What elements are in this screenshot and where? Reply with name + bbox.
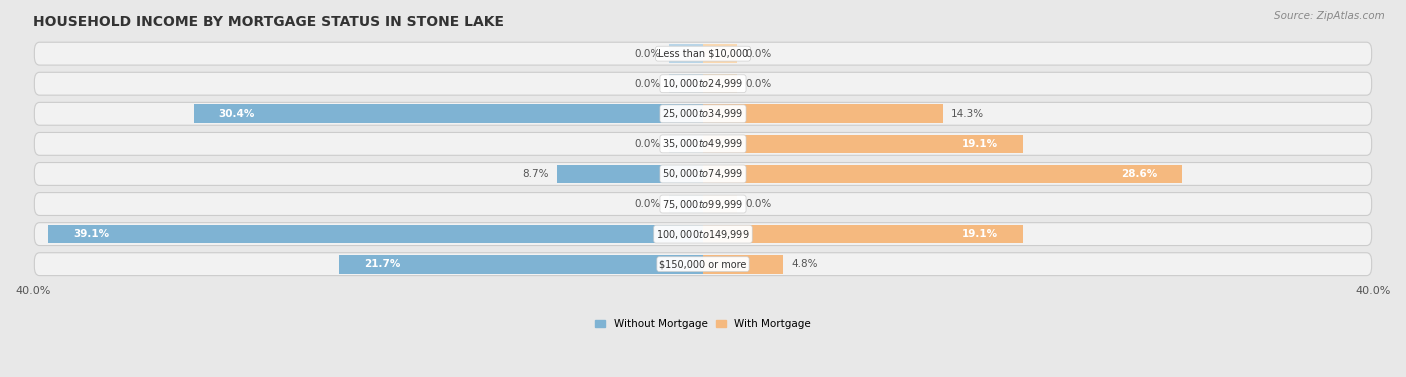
FancyBboxPatch shape — [34, 72, 1372, 95]
Bar — [669, 44, 703, 63]
Text: 0.0%: 0.0% — [636, 49, 661, 59]
FancyBboxPatch shape — [34, 162, 1372, 185]
Bar — [669, 195, 703, 213]
Text: Less than $10,000: Less than $10,000 — [658, 49, 748, 59]
Bar — [703, 44, 737, 63]
Text: 4.8%: 4.8% — [792, 259, 818, 269]
Bar — [703, 225, 1024, 244]
FancyBboxPatch shape — [34, 103, 1372, 125]
Text: 21.7%: 21.7% — [364, 259, 401, 269]
Text: 8.7%: 8.7% — [522, 169, 548, 179]
Text: 28.6%: 28.6% — [1121, 169, 1157, 179]
Text: $150,000 or more: $150,000 or more — [659, 259, 747, 269]
Text: 19.1%: 19.1% — [962, 139, 998, 149]
Bar — [194, 104, 703, 123]
Text: $10,000 to $24,999: $10,000 to $24,999 — [662, 77, 744, 90]
Bar — [557, 165, 703, 183]
Text: $35,000 to $49,999: $35,000 to $49,999 — [662, 137, 744, 150]
Text: $50,000 to $74,999: $50,000 to $74,999 — [662, 167, 744, 181]
Bar — [703, 135, 1024, 153]
Bar — [703, 74, 737, 93]
Text: HOUSEHOLD INCOME BY MORTGAGE STATUS IN STONE LAKE: HOUSEHOLD INCOME BY MORTGAGE STATUS IN S… — [32, 15, 503, 29]
Bar — [703, 165, 1182, 183]
Text: $100,000 to $149,999: $100,000 to $149,999 — [657, 228, 749, 241]
Bar — [703, 104, 942, 123]
FancyBboxPatch shape — [34, 132, 1372, 155]
Text: 39.1%: 39.1% — [73, 229, 110, 239]
FancyBboxPatch shape — [34, 223, 1372, 245]
Text: 19.1%: 19.1% — [962, 229, 998, 239]
FancyBboxPatch shape — [34, 193, 1372, 216]
Bar — [703, 195, 737, 213]
Text: 30.4%: 30.4% — [219, 109, 254, 119]
Bar — [339, 255, 703, 273]
Bar — [48, 225, 703, 244]
Text: $75,000 to $99,999: $75,000 to $99,999 — [662, 198, 744, 210]
Text: 0.0%: 0.0% — [636, 199, 661, 209]
Text: 0.0%: 0.0% — [636, 139, 661, 149]
Text: 0.0%: 0.0% — [636, 79, 661, 89]
Bar — [669, 74, 703, 93]
Text: 0.0%: 0.0% — [745, 199, 770, 209]
Bar — [703, 255, 783, 273]
Text: $25,000 to $34,999: $25,000 to $34,999 — [662, 107, 744, 120]
Text: 14.3%: 14.3% — [950, 109, 984, 119]
Bar — [669, 135, 703, 153]
Text: Source: ZipAtlas.com: Source: ZipAtlas.com — [1274, 11, 1385, 21]
Text: 0.0%: 0.0% — [745, 79, 770, 89]
Text: 0.0%: 0.0% — [745, 49, 770, 59]
FancyBboxPatch shape — [34, 42, 1372, 65]
FancyBboxPatch shape — [34, 253, 1372, 276]
Legend: Without Mortgage, With Mortgage: Without Mortgage, With Mortgage — [595, 319, 811, 329]
